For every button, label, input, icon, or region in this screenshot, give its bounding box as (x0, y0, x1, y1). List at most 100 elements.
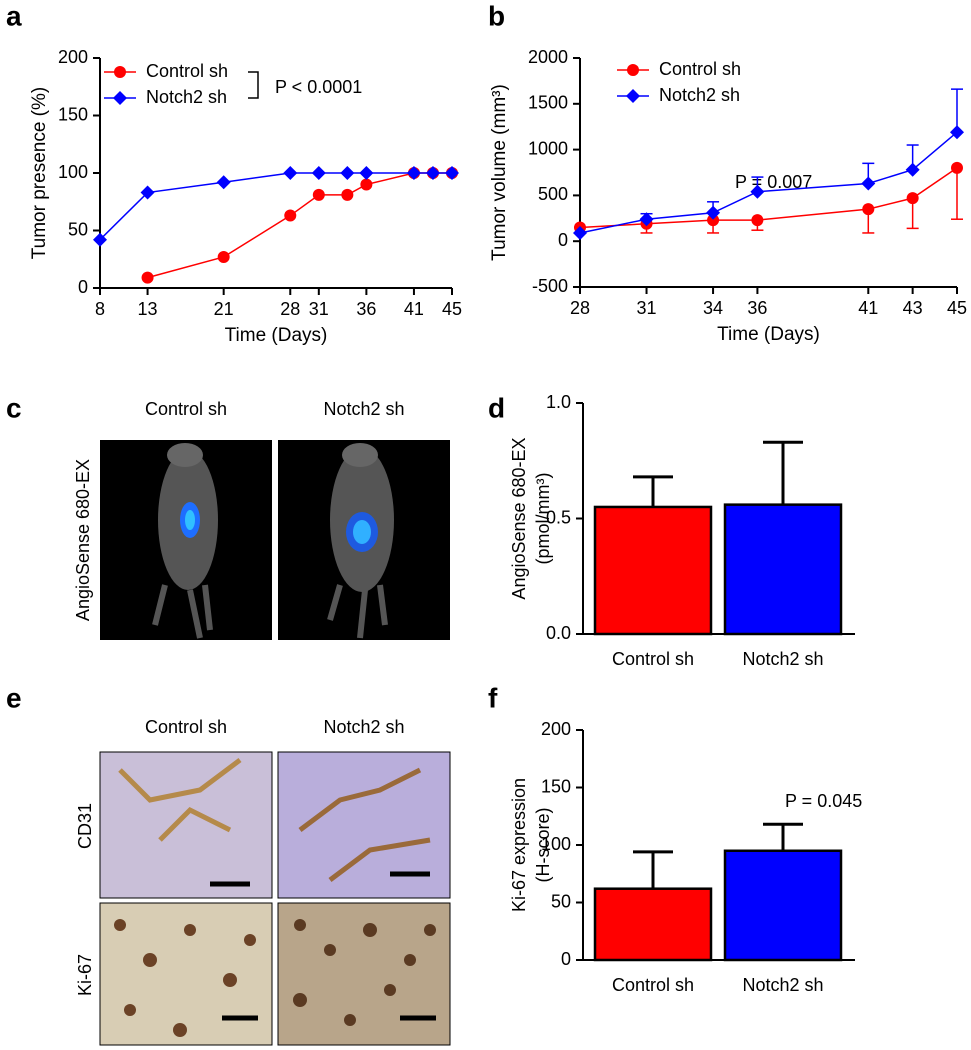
y-tick-label: 500 (538, 184, 568, 204)
x-tick-label: 8 (95, 299, 105, 319)
row-label: CD31 (75, 803, 95, 849)
x-tick-label: 45 (947, 298, 967, 318)
marker (573, 225, 587, 240)
y-tick-label: 200 (58, 47, 88, 67)
marker (360, 178, 373, 191)
legend-label: Control sh (659, 59, 741, 79)
y-tick-label: 50 (551, 891, 571, 911)
x-tick-label: 41 (858, 298, 878, 318)
row-label: Ki-67 (75, 954, 95, 996)
x-tick-label: 36 (747, 298, 767, 318)
x-tick-label: 31 (637, 298, 657, 318)
histology-images (99, 751, 451, 1046)
panel-letter: a (6, 0, 22, 31)
column-label: Control sh (145, 717, 227, 737)
marker (425, 166, 440, 180)
y-axis-label: (H-score) (533, 808, 553, 883)
marker (406, 166, 421, 180)
x-tick-label: 43 (903, 298, 923, 318)
legend-label: Control sh (146, 61, 228, 81)
marker (951, 161, 963, 174)
marker (284, 209, 297, 222)
y-tick-label: 0 (561, 949, 571, 969)
y-tick-label: 100 (58, 162, 88, 182)
panel-letter: f (488, 682, 498, 713)
x-tick-label: 21 (214, 299, 234, 319)
bar (723, 503, 843, 636)
image-control (100, 440, 272, 640)
marker (217, 250, 230, 263)
bar (723, 849, 843, 962)
column-label: Notch2 sh (323, 717, 404, 737)
marker (627, 64, 639, 76)
x-tick-label: 28 (570, 298, 590, 318)
marker (750, 184, 765, 199)
y-tick-label: 0.5 (546, 507, 571, 527)
y-tick-label: -500 (532, 276, 568, 296)
x-tick-label: Notch2 sh (742, 975, 823, 995)
x-tick-label: 34 (703, 298, 723, 318)
marker (706, 205, 721, 220)
marker (311, 166, 326, 180)
y-axis-label: (pmol/mm³) (533, 473, 553, 565)
marker (93, 232, 107, 247)
annotation: P = 0.045 (785, 791, 862, 811)
series-line (99, 172, 452, 241)
x-tick-label: Control sh (612, 649, 694, 669)
x-axis-label: Time (Days) (717, 324, 820, 345)
marker (113, 91, 127, 105)
marker (341, 188, 354, 201)
y-tick-label: 200 (541, 719, 571, 739)
y-tick-label: 1000 (528, 138, 568, 158)
marker (141, 271, 154, 284)
series-line (147, 172, 452, 279)
y-tick-label: 1500 (528, 93, 568, 113)
panel-letter: b (488, 0, 505, 31)
marker (359, 166, 374, 180)
y-tick-label: 150 (541, 776, 571, 796)
y-axis-label: AngioSense 680-EX (509, 437, 529, 599)
marker (905, 162, 920, 177)
panel-letter: c (6, 392, 22, 423)
image-notch2 (278, 440, 450, 640)
marker (312, 188, 325, 201)
x-tick-label: 31 (309, 299, 329, 319)
marker (707, 214, 720, 227)
panel-letter: e (6, 682, 22, 713)
marker (340, 166, 355, 180)
annotation: P < 0.0001 (275, 77, 362, 97)
x-tick-label: 41 (404, 299, 424, 319)
x-tick-label: 28 (280, 299, 300, 319)
y-tick-label: 2000 (528, 47, 568, 67)
legend-label: Notch2 sh (146, 87, 227, 107)
marker (751, 214, 764, 227)
marker (140, 185, 155, 200)
panel-letter: d (488, 392, 505, 423)
bar (593, 887, 713, 962)
y-axis-label: Ki-67 expression (509, 778, 529, 912)
x-tick-label: 45 (442, 299, 462, 319)
marker (950, 125, 964, 140)
row-label: AngioSense 680-EX (73, 459, 93, 621)
marker (283, 166, 298, 180)
y-tick-label: 100 (541, 834, 571, 854)
marker (445, 166, 459, 180)
column-label: Control sh (145, 399, 227, 419)
x-axis-label: Time (Days) (225, 325, 328, 346)
marker (626, 89, 640, 103)
marker (861, 176, 876, 191)
x-tick-label: Notch2 sh (742, 649, 823, 669)
bar (593, 505, 713, 636)
marker (906, 192, 919, 205)
column-label: Notch2 sh (323, 399, 404, 419)
y-tick-label: 0 (78, 277, 88, 297)
significance-bracket (248, 71, 259, 99)
y-tick-label: 150 (58, 104, 88, 124)
marker (114, 66, 126, 78)
y-tick-label: 50 (68, 219, 88, 239)
marker (639, 212, 654, 227)
marker (862, 203, 875, 216)
x-tick-label: Control sh (612, 975, 694, 995)
x-tick-label: 36 (356, 299, 376, 319)
